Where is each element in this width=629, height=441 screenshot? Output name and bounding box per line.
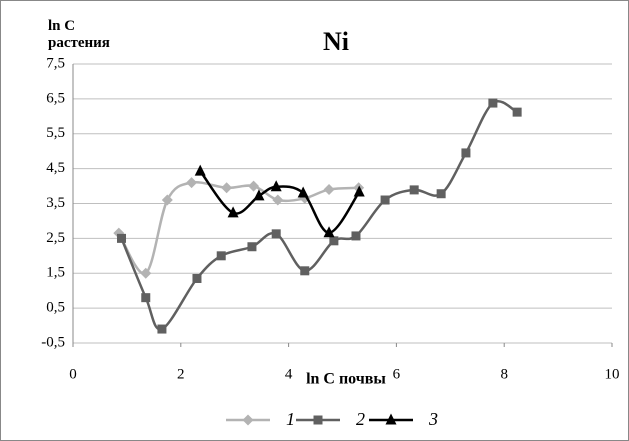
y-tick-label: 3,5 [46, 195, 65, 211]
y-tick-label: -0,5 [41, 334, 65, 350]
x-tick-label: 10 [605, 366, 620, 382]
marker [436, 189, 446, 199]
marker [242, 414, 254, 426]
x-tick-label: 6 [393, 366, 401, 382]
marker [409, 185, 419, 195]
marker [272, 194, 284, 206]
legend-label: 1 [286, 409, 295, 429]
x-axis-label: ln C почвы [306, 371, 386, 388]
marker [461, 148, 471, 158]
y-tick-label: 6,5 [46, 90, 65, 106]
x-tick-label: 0 [69, 366, 77, 382]
x-tick-label: 2 [177, 366, 185, 382]
marker [221, 182, 233, 194]
marker [216, 251, 226, 261]
x-tick-label: 4 [285, 366, 293, 382]
series-line [120, 100, 518, 331]
y-tick-label: 0,5 [46, 300, 65, 316]
marker [353, 185, 365, 197]
y-tick-label: 2,5 [46, 230, 65, 246]
marker [380, 195, 390, 205]
x-tick-label: 8 [500, 366, 508, 382]
marker [313, 415, 323, 425]
y-tick-label: 1,5 [46, 265, 65, 281]
marker [247, 242, 257, 252]
chart-title: Ni [323, 27, 349, 56]
marker [271, 229, 281, 239]
marker [117, 233, 127, 243]
marker [512, 107, 522, 117]
y-label-box: ln C растения [48, 18, 110, 51]
marker [488, 98, 498, 108]
marker [141, 293, 151, 303]
y-tick-label: 5,5 [46, 125, 65, 141]
marker [248, 180, 260, 192]
marker [385, 413, 397, 425]
series-line [117, 180, 359, 275]
marker [300, 266, 310, 276]
y-tick-label: 7,5 [46, 55, 65, 71]
marker [140, 267, 152, 279]
y-axis-label: ln C растения [48, 18, 110, 51]
marker [157, 324, 167, 334]
marker [192, 273, 202, 283]
marker [351, 231, 361, 241]
marker [329, 236, 339, 246]
legend-label: 3 [428, 409, 438, 429]
legend-label: 2 [356, 409, 365, 429]
marker [186, 177, 198, 189]
marker [297, 186, 309, 198]
marker [323, 184, 335, 196]
marker [270, 180, 282, 192]
marker [253, 189, 265, 201]
marker [194, 164, 206, 176]
y-tick-label: 4,5 [46, 160, 65, 176]
marker [227, 206, 239, 218]
marker [323, 226, 335, 238]
marker [161, 194, 173, 206]
